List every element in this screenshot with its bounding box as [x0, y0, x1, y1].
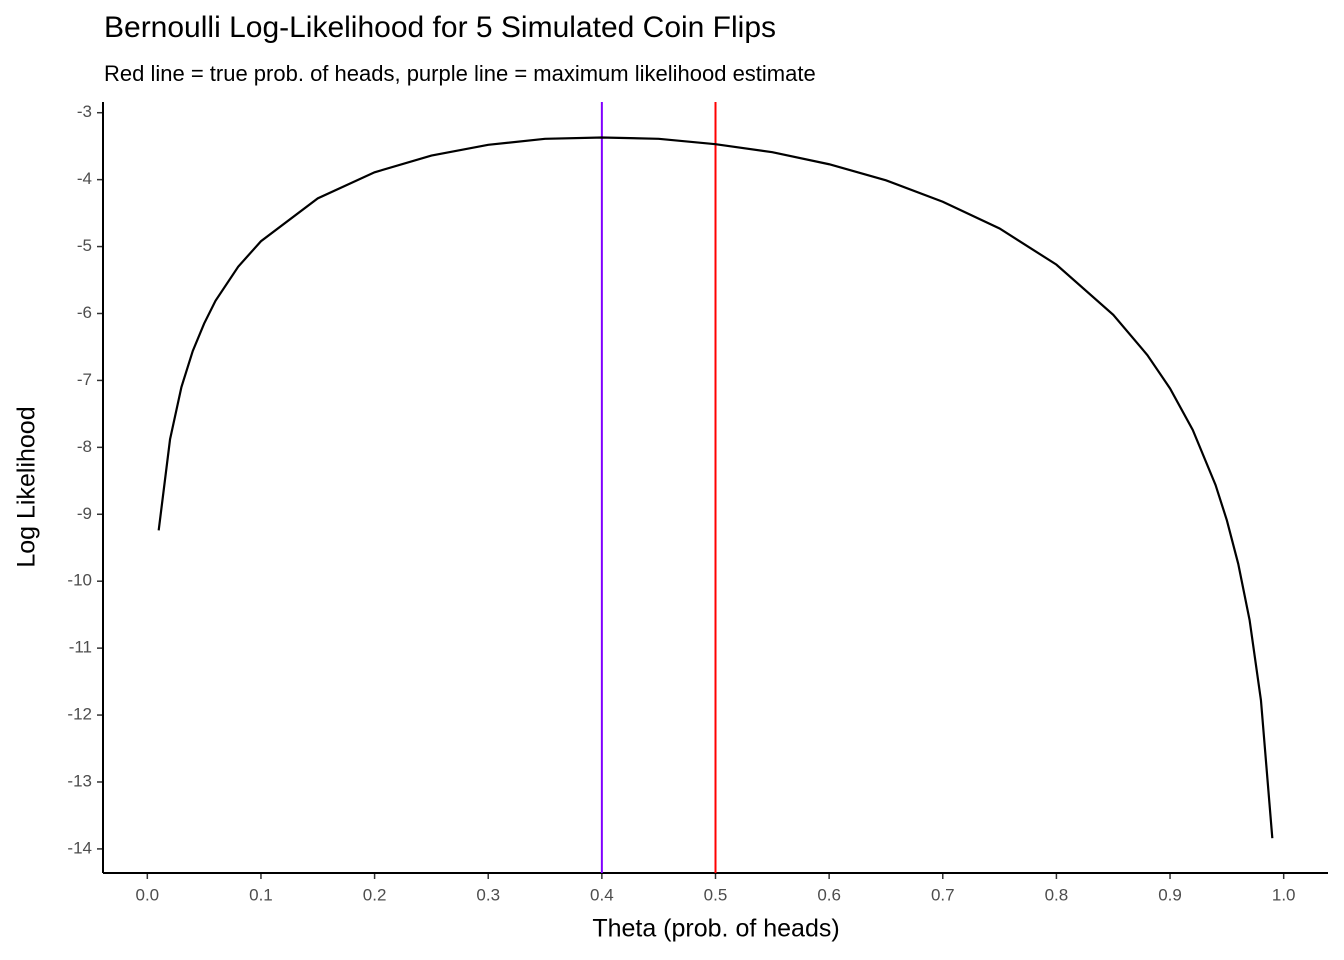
y-axis-title: Log Likelihood	[13, 406, 41, 567]
y-tick-label: -11	[69, 638, 92, 657]
y-tick-label: -8	[77, 437, 92, 456]
y-tick-label: -14	[67, 838, 92, 857]
y-tick-label: -4	[77, 169, 92, 188]
chart-title: Bernoulli Log-Likelihood for 5 Simulated…	[104, 11, 776, 44]
x-tick-label: 0.4	[590, 885, 614, 904]
y-tick-label: -9	[77, 504, 92, 523]
y-tick-label: -12	[67, 705, 92, 724]
y-tick-label: -13	[67, 771, 92, 790]
x-tick-label: 0.9	[1158, 885, 1182, 904]
x-tick-label: 0.1	[249, 885, 273, 904]
y-tick-label: -6	[77, 303, 92, 322]
x-tick-label: 0.2	[363, 885, 387, 904]
x-tick-label: 0.5	[704, 885, 728, 904]
line-series	[157, 136, 1274, 839]
y-tick-label: -5	[77, 236, 92, 255]
y-tick-label: -7	[77, 370, 92, 389]
y-tick-label: -3	[77, 102, 92, 121]
x-tick-label: 0.3	[476, 885, 500, 904]
y-tick-label: -10	[67, 571, 92, 590]
x-tick-label: 0.7	[931, 885, 955, 904]
x-tick-label: 0.0	[135, 885, 159, 904]
x-axis-title: Theta (prob. of heads)	[592, 915, 839, 943]
chart-subtitle: Red line = true prob. of heads, purple l…	[104, 61, 816, 86]
x-tick-label: 0.6	[817, 885, 841, 904]
x-tick-label: 1.0	[1272, 885, 1296, 904]
x-tick-label: 0.8	[1045, 885, 1069, 904]
